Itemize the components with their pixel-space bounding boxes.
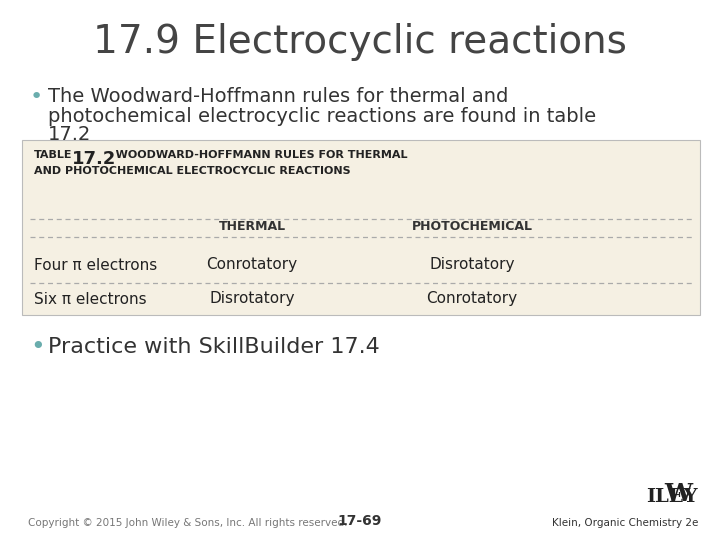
- Text: W: W: [664, 482, 692, 506]
- Text: Disrotatory: Disrotatory: [210, 292, 294, 307]
- Text: AND PHOTOCHEMICAL ELECTROCYCLIC REACTIONS: AND PHOTOCHEMICAL ELECTROCYCLIC REACTION…: [34, 166, 351, 176]
- Text: PHOTOCHEMICAL: PHOTOCHEMICAL: [412, 220, 533, 233]
- Text: photochemical electrocyclic reactions are found in table: photochemical electrocyclic reactions ar…: [48, 106, 596, 125]
- Text: •: •: [30, 87, 43, 107]
- Text: Practice with SkillBuilder 17.4: Practice with SkillBuilder 17.4: [48, 337, 379, 357]
- Text: Conrotatory: Conrotatory: [426, 292, 518, 307]
- Text: •: •: [30, 335, 45, 359]
- Text: Disrotatory: Disrotatory: [429, 258, 515, 273]
- Text: Six π electrons: Six π electrons: [34, 292, 147, 307]
- Text: The Woodward-Hoffmann rules for thermal and: The Woodward-Hoffmann rules for thermal …: [48, 87, 508, 106]
- Text: 17.2: 17.2: [48, 125, 91, 145]
- Text: 17.2: 17.2: [72, 150, 117, 168]
- Text: Conrotatory: Conrotatory: [207, 258, 297, 273]
- Text: THERMAL: THERMAL: [218, 220, 286, 233]
- Text: 17.9 Electrocyclic reactions: 17.9 Electrocyclic reactions: [93, 23, 627, 61]
- Bar: [22, 140, 700, 315]
- Text: WOODWARD-HOFFMANN RULES FOR THERMAL: WOODWARD-HOFFMANN RULES FOR THERMAL: [104, 150, 408, 160]
- Text: 17-69: 17-69: [338, 514, 382, 528]
- Text: ILEY: ILEY: [647, 488, 698, 506]
- Text: Copyright © 2015 John Wiley & Sons, Inc. All rights reserved.: Copyright © 2015 John Wiley & Sons, Inc.…: [28, 518, 348, 528]
- Text: Klein, Organic Chemistry 2e: Klein, Organic Chemistry 2e: [552, 518, 698, 528]
- Text: TABLE: TABLE: [34, 150, 73, 160]
- Text: Four π electrons: Four π electrons: [34, 258, 157, 273]
